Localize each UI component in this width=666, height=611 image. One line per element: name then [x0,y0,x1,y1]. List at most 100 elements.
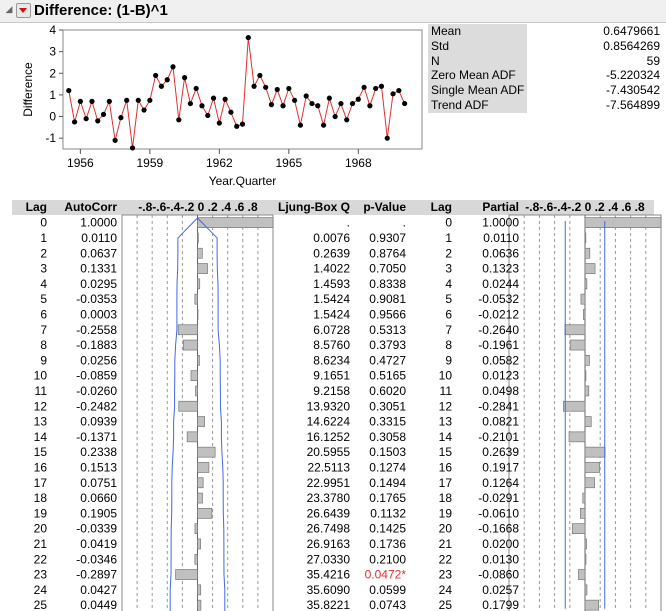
data-point [205,112,211,119]
data-point [402,100,408,107]
autocorr-cell: 0.0256 [80,353,117,367]
pacf-bar [584,584,588,596]
acf-lag-cell: 18 [34,491,48,505]
p-value-cell: 0.0472* [365,568,407,582]
acf-bar [182,339,198,351]
autocorr-cell: -0.2897 [76,568,117,582]
ljung-box-q-cell: 35.8221 [307,598,351,611]
autocorr-cell: 0.0637 [80,246,117,260]
acf-lag-cell: 8 [40,338,47,352]
partial-cell: -0.2841 [478,399,519,413]
p-value-cell: 0.1132 [370,506,406,520]
pacf-bar [584,446,606,458]
acf-bar [197,446,216,458]
acf-bar [197,508,213,519]
partial-cell: -0.0610 [478,506,519,520]
data-point [112,137,118,143]
autocorr-cell: 0.2338 [80,445,117,459]
data-point [234,123,240,129]
ljung-box-q-cell: 14.6224 [307,415,351,429]
pacf-bar [584,599,600,611]
data-point [245,34,251,41]
acf-bar [197,309,199,320]
stat-row-trend-adf: Trend ADF -7.564899 [428,97,664,113]
pacf-lag-cell: 10 [439,369,453,383]
stat-label: Std [428,38,527,54]
partial-cell: 0.0110 [483,231,519,245]
partial-cell: 0.1799 [482,598,519,611]
pacf-lag-cell: 1 [445,231,452,245]
autocorr-cell: -0.0353 [76,292,117,306]
x-tick-label: 1956 [67,156,94,170]
stat-label: Mean [428,24,527,39]
p-value-cell: 0.0599 [369,583,406,597]
acf-lag-cell: 12 [34,399,48,413]
stat-value: 0.8564269 [603,38,660,53]
acf-bar [186,431,198,443]
data-point [135,97,141,103]
disclosure-triangle-icon[interactable]: ◢ [5,4,13,14]
autocorr-cell: 0.0939 [80,415,117,429]
acf-bar [197,263,208,274]
pacf-lag-cell: 4 [445,277,452,291]
acf-bar [197,492,203,504]
p-value-cell: 0.4727 [369,353,406,367]
pacf-bar [584,263,596,274]
autocorr-cell: 0.0419 [80,537,117,551]
data-point [263,84,269,90]
p-value-cell: 0.9307 [369,231,406,245]
acf-lag-cell: 23 [34,568,48,582]
time-series-plot: -1 0 1 2 3 4 1956 1959 1962 1965 1968 Year.Quarter D… [21,23,423,188]
autocorr-cell: 0.0660 [80,491,117,505]
data-point [292,97,298,103]
ljung-box-q-cell: 1.5424 [313,292,350,306]
data-point [378,83,385,89]
stat-value: -7.430542 [605,83,660,98]
acf-lag-cell: 13 [34,415,48,429]
data-point [89,98,95,104]
y-tick-label: -1 [45,131,56,145]
y-tick-label: 1 [49,88,56,102]
autocorr-cell: -0.1371 [76,430,117,444]
acf-bar [197,477,204,489]
summary-statistics: Mean 0.6479661 Std 0.8564269 N 59 Zero M… [428,24,664,113]
partial-cell: -0.0532 [478,292,519,306]
y-tick-label: 4 [49,23,56,37]
acf-lag-cell: 1 [40,231,47,245]
acf-lag-cell: 14 [34,430,48,444]
p-value-cell: . [403,216,406,230]
p-value-cell: 0.3793 [369,338,406,352]
ljung-box-q-cell: 9.2158 [313,384,350,398]
data-point [100,111,107,117]
p-value-cell: 0.1765 [369,491,406,505]
data-point [280,103,286,109]
report-header: ◢ Difference: (1-B)^1 [0,0,666,23]
acf-bar [197,278,201,290]
pacf-lag-cell: 25 [439,598,453,611]
y-tick-label: 3 [49,45,56,59]
partial-cell: 0.1264 [482,476,519,490]
data-point [286,85,292,92]
red-triangle-menu-icon[interactable] [16,3,31,18]
ljung-box-q-cell: 1.4022 [313,262,350,276]
ljung-box-q-cell: 22.5113 [308,460,351,474]
autocorr-cell: -0.1883 [76,338,117,352]
acf-lag-cell: 19 [34,506,48,520]
data-point [349,100,356,107]
ljung-box-q-cell: 0.2639 [313,246,350,260]
data-point [118,115,124,121]
autocorr-cell: -0.0859 [76,369,117,383]
acf-lag-cell: 6 [40,307,47,321]
data-point [158,83,165,89]
pacf-bar [584,278,588,290]
pacf-bar [584,462,600,473]
stat-row-n: N 59 [428,53,664,69]
p-value-cell: 0.9081 [369,292,406,306]
ljung-box-q-cell: 26.9163 [307,537,351,551]
data-point [315,103,321,109]
pacf-lag-cell: 24 [439,583,453,597]
acf-lag-cell: 2 [40,246,47,260]
data-point [66,87,72,94]
acf-lag-cell: 15 [34,445,48,459]
acf-bar [194,293,198,305]
